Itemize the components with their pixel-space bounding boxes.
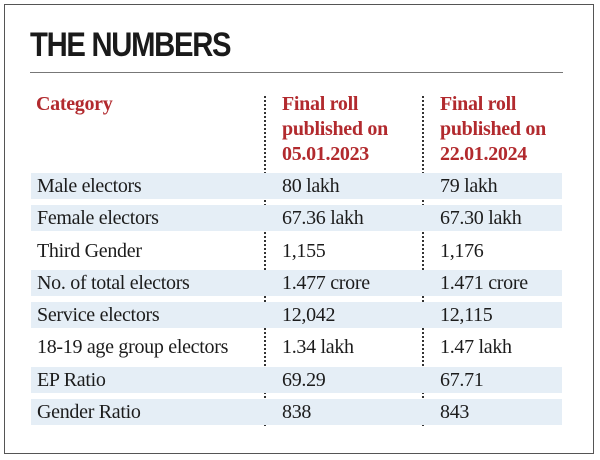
table-row: Female electors 67.36 lakh 67.30 lakh [31,205,562,232]
row-value-2023: 1.477 crore [282,271,370,294]
row-value-2023: 1,155 [282,239,326,262]
page-title: THE NUMBERS [30,26,232,64]
electors-table: Male electors 80 lakh 79 lakh Female ele… [31,173,562,431]
row-category: Male electors [37,175,142,197]
table-row: Gender Ratio 838 843 [31,399,562,426]
header-2023-line-2: published on [282,118,388,140]
table-row: No. of total electors 1.477 crore 1.471 … [31,269,562,296]
row-category: Female electors [37,207,159,230]
table-row: Male electors 80 lakh 79 lakh [31,173,562,199]
row-category: Third Gender [37,239,142,262]
row-value-2023: 69.29 [282,368,326,391]
table-row: EP Ratio 69.29 67.71 [31,366,562,393]
row-value-2024: 67.71 [440,368,484,391]
row-value-2024: 843 [440,401,470,424]
row-category: EP Ratio [37,368,106,391]
header-category: Category [36,92,113,117]
row-category: Gender Ratio [37,401,141,424]
numbers-card [4,4,594,454]
row-value-2024: 1.47 lakh [440,336,512,359]
row-value-2024: 1,176 [440,239,484,262]
header-2024: Final roll published on 22.01.2024 [440,92,590,167]
header-2023: Final roll published on 05.01.2023 [282,92,432,167]
row-value-2023: 80 lakh [282,175,340,197]
table-row: Third Gender 1,155 1,176 [31,238,562,264]
row-value-2023: 838 [282,401,312,424]
row-value-2024: 12,115 [440,304,493,327]
header-category-label: Category [36,93,113,115]
header-2024-line-3: 22.01.2024 [440,143,528,165]
title-divider [30,72,563,73]
row-category: 18-19 age group electors [37,336,229,359]
column-divider-2 [422,96,424,426]
row-value-2023: 67.36 lakh [282,207,364,230]
row-value-2024: 1.471 crore [440,271,528,294]
row-value-2023: 12,042 [282,304,336,327]
row-value-2024: 79 lakh [440,175,498,197]
column-divider-1 [264,96,266,426]
row-value-2023: 1.34 lakh [282,336,354,359]
row-category: Service electors [37,304,160,327]
header-2024-line-1: Final roll [440,93,517,115]
header-2023-line-1: Final roll [282,93,359,115]
header-2023-line-3: 05.01.2023 [282,143,370,165]
table-row: Service electors 12,042 12,115 [31,302,562,329]
row-value-2024: 67.30 lakh [440,207,522,230]
row-category: No. of total electors [37,271,190,294]
header-2024-line-2: published on [440,118,546,140]
table-row: 18-19 age group electors 1.34 lakh 1.47 … [31,334,562,360]
